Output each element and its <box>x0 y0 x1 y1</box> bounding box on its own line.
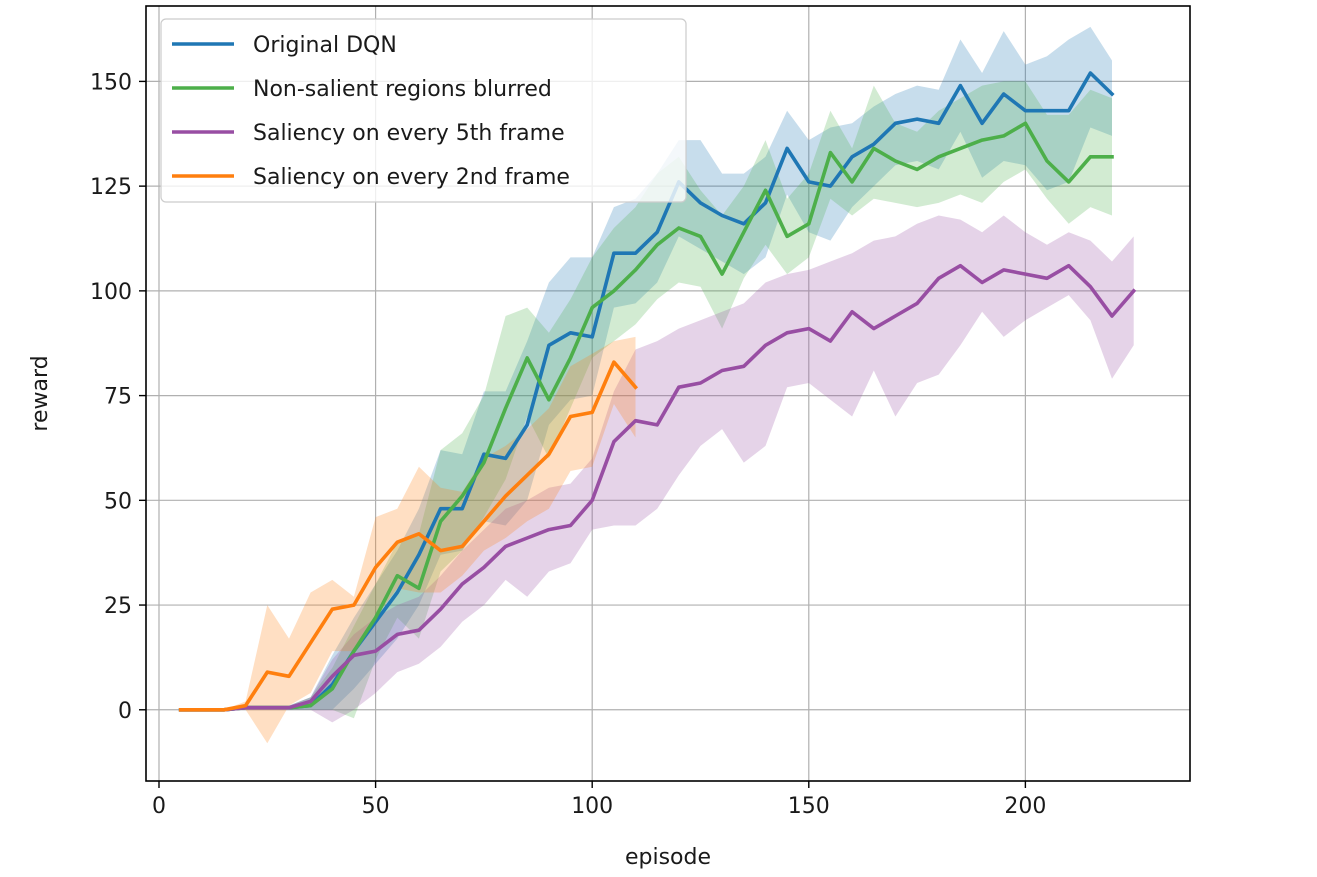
y-axis-label: reward <box>28 355 53 431</box>
legend-box <box>160 18 687 203</box>
y-tick-label: 50 <box>104 489 132 514</box>
axis-ticks: 0 50 100 150 200 0 25 50 75 100 125 150 <box>90 70 1046 819</box>
x-tick-label: 0 <box>152 794 166 819</box>
x-tick-label: 100 <box>571 794 613 819</box>
series-band-0 <box>180 26 1112 710</box>
y-tick-label: 125 <box>90 175 132 200</box>
confidence-bands <box>180 26 1134 744</box>
y-tick-label: 75 <box>104 385 132 410</box>
x-axis-label: episode <box>625 845 711 870</box>
series-band-2 <box>180 215 1134 723</box>
legend: Original DQN Non-salient regions blurred S… <box>160 18 687 203</box>
series-band-3 <box>180 336 636 744</box>
series-band-1 <box>180 81 1112 719</box>
y-tick-label: 150 <box>90 70 132 95</box>
y-tick-label: 0 <box>118 699 132 724</box>
series-line-1 <box>178 121 1114 712</box>
legend-label-0: Original DQN <box>253 33 397 58</box>
y-tick-label: 25 <box>104 594 132 619</box>
legend-label-2: Saliency on every 5th frame <box>253 121 565 146</box>
series-line-2 <box>178 263 1137 712</box>
x-tick-label: 50 <box>362 794 390 819</box>
plot-frame <box>145 5 1191 782</box>
series-lines <box>178 71 1137 712</box>
y-tick-label: 100 <box>90 280 132 305</box>
legend-label-1: Non-salient regions blurred <box>253 77 552 102</box>
legend-label-3: Saliency on every 2nd frame <box>253 165 570 190</box>
x-tick-label: 200 <box>1004 794 1046 819</box>
x-tick-label: 150 <box>788 794 830 819</box>
series-line-3 <box>178 360 639 712</box>
